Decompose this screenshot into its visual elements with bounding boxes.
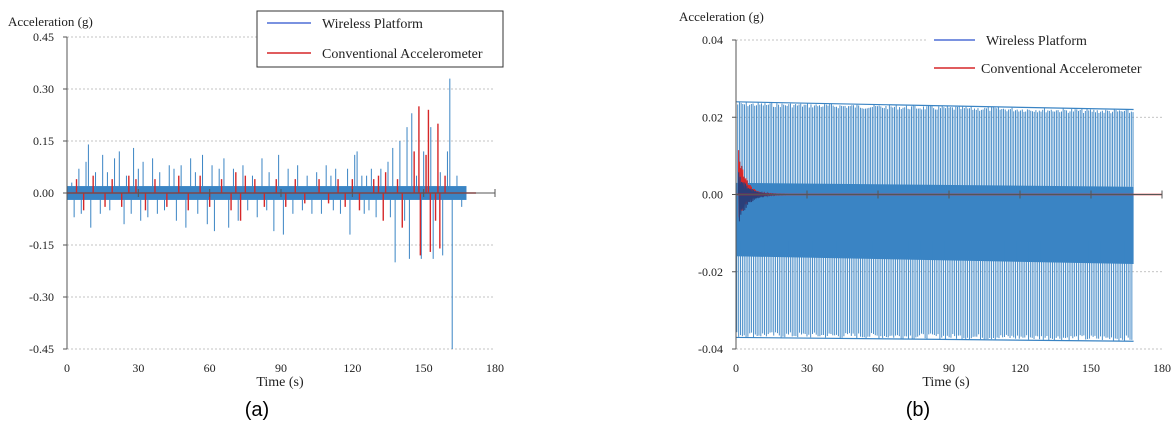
y-tick-label: -0.04 [698,342,723,356]
y-tick-label: -0.45 [29,342,54,356]
y-tick-label: 0.02 [702,110,723,124]
x-tick-label: 90 [275,361,287,375]
x-tick-label: 150 [1082,361,1100,375]
y-tick-labels-b: 0.04 0.02 0.00 -0.02 -0.04 [698,33,723,356]
x-tick-labels-b: 0 30 60 90 120 150 180 [733,361,1171,375]
x-axis-label-b: Time (s) [922,375,970,390]
y-tick-label: -0.15 [29,238,54,252]
legend-label-wireless-b: Wireless Platform [986,34,1087,49]
x-tick-label: 60 [204,361,216,375]
chart-panel-a: Acceleration (g) 0.45 0.30 0.15 0.00 -0.15 -0… [8,10,504,421]
axes-a [63,36,496,350]
y-tick-label: 0.00 [702,188,723,202]
legend-label-conventional-b: Conventional Accelerometer [981,62,1142,77]
legend-box-a [256,10,504,68]
x-tick-label: 120 [343,361,361,375]
y-tick-label: 0.30 [33,82,54,96]
y-tick-label: 0.15 [33,134,54,148]
x-tick-label: 150 [415,361,433,375]
x-tick-label: 0 [64,361,70,375]
series-wireless-platform-b [735,101,1134,342]
x-tick-label: 30 [801,361,813,375]
x-tick-label: 120 [1011,361,1029,375]
series-conventional-accelerometer-a [67,106,476,256]
x-tick-label: 0 [733,361,739,375]
x-tick-label: 30 [132,361,144,375]
legend-label-conventional-a: Conventional Accelerometer [322,47,483,62]
legend-box-b [926,25,1168,83]
y-tick-label: 0.45 [33,30,54,44]
legend-label-wireless-a: Wireless Platform [322,17,423,32]
x-axis-label-a: Time (s) [256,375,304,390]
chart-panel-b: Acceleration (g) 0.040.020.00-0.02-0.04 … [679,9,1171,421]
y-axis-label-b: Acceleration (g) [679,9,764,24]
wireless-upper-envelope [735,101,1134,111]
series-wireless-platform-a [67,78,467,349]
legend-a: Wireless Platform Conventional Accelerom… [256,10,504,68]
x-tick-label: 90 [943,361,955,375]
x-tick-label: 180 [1153,361,1171,375]
wireless-lower-envelope [735,336,1134,342]
x-tick-labels-a: 0 30 60 90 120 150 180 [64,361,504,375]
legend-b: Wireless Platform Conventional Accelerom… [926,25,1168,83]
y-tick-label: -0.30 [29,290,54,304]
panel-label-a: (a) [245,399,269,421]
x-tick-label: 180 [486,361,504,375]
panel-label-b: (b) [906,399,930,421]
y-axis-label-a: Acceleration (g) [8,14,93,29]
y-tick-label: -0.02 [698,265,723,279]
y-tick-label: 0.00 [33,186,54,200]
x-tick-label: 60 [872,361,884,375]
axes-b [732,39,1163,350]
y-tick-labels-a: 0.45 0.30 0.15 0.00 -0.15 -0.30 -0.45 [29,30,54,356]
y-tick-label: 0.04 [702,33,723,47]
